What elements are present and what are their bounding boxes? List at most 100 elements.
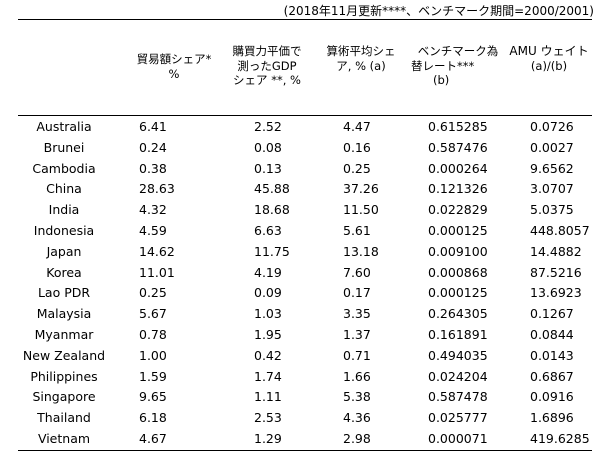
amu-weight-cell: 0.0916 [530,389,574,405]
trade-share-cell: 6.18 [139,410,167,426]
country-cell: India [48,202,80,218]
avg-share-cell: 2.98 [343,430,371,446]
avg-share-cell: 13.18 [343,243,379,259]
header-amu-weight-line2: (a)/(b) [530,58,568,73]
amu-weight-cell: 0.6867 [530,368,574,384]
country-cell: New Zealand [22,347,106,363]
table-row: Myanmar 0.78 1.95 1.37 0.161891 0.0844 [0,325,600,346]
trade-share-cell: 0.38 [139,160,167,176]
ppp-share-cell: 4.19 [254,264,282,280]
header-benchmark-rate-line2-text: 替レート*** [411,58,475,73]
trade-share-cell: 11.01 [139,264,175,280]
benchmark-rate-cell: 0.009100 [428,243,488,259]
country-cell: Myanmar [34,326,94,342]
amu-weight-cell: 5.0375 [530,202,574,218]
avg-share-cell: 0.17 [343,285,371,301]
trade-share-cell: 0.78 [139,326,167,342]
ppp-share-cell: 1.74 [254,368,282,384]
header-trade-share-line2: % [168,66,180,81]
table-row: Singapore 9.65 1.11 5.38 0.587478 0.0916 [0,387,600,408]
header-arith-avg-share-line1: 算術平均シェ [326,44,396,58]
header-ppp-gdp-share-line2: 測ったGDP [237,58,297,73]
country-cell: China [46,181,82,197]
avg-share-cell: 3.35 [343,306,371,322]
ppp-share-cell: 18.68 [254,202,290,218]
benchmark-rate-cell: 0.000071 [428,430,488,446]
country-cell: Vietnam [37,430,91,446]
trade-share-cell: 9.65 [139,389,167,405]
table-row: Thailand 6.18 2.53 4.36 0.025777 1.6896 [0,408,600,429]
header-trade-share: 貿易額シェア* % [122,52,226,81]
benchmark-rate-cell: 0.587478 [428,389,488,405]
trade-share-cell: 1.59 [139,368,167,384]
header-arith-avg-share: 算術平均シェ ア, % (a) [318,44,404,73]
amu-weight-cell: 14.4882 [530,243,582,259]
header-ppp-gdp-share: 購買力平価で 測ったGDP シェア **, % [218,44,316,88]
country-cell: Brunei [43,139,85,155]
benchmark-rate-cell: 0.000264 [428,160,488,176]
amu-weight-cell: 0.0143 [530,347,574,363]
avg-share-cell: 11.50 [343,202,379,218]
table-row: Japan 14.62 11.75 13.18 0.009100 14.4882 [0,242,600,263]
header-amu-weight: AMU ウェイト (a)/(b) [504,44,594,73]
amu-weight-cell: 87.5216 [530,264,582,280]
table-row: Brunei 0.24 0.08 0.16 0.587476 0.0027 [0,138,600,159]
header-rule [18,115,592,116]
table-row: China 28.63 45.88 37.26 0.121326 3.0707 [0,179,600,200]
header-benchmark-rate-line1: ベンチマーク為 [417,44,499,58]
header-ppp-gdp-share-line1: 購買力平価で [232,44,302,58]
ppp-share-cell: 1.95 [254,326,282,342]
country-cell: Singapore [32,389,96,405]
trade-share-cell: 4.67 [139,430,167,446]
ppp-share-cell: 0.13 [254,160,282,176]
trade-share-cell: 1.00 [139,347,167,363]
ppp-share-cell: 1.03 [254,306,282,322]
table-row: Philippines 1.59 1.74 1.66 0.024204 0.6867 [0,367,600,388]
benchmark-rate-cell: 0.161891 [428,326,488,342]
update-note: (2018年11月更新****、ベンチマーク期間=2000/2001) [283,4,594,18]
avg-share-cell: 0.25 [343,160,371,176]
header-benchmark-rate-line2-b: (b) [433,73,450,87]
country-cell: Cambodia [32,160,96,176]
header-benchmark-rate-line2: 替レート***(b) [408,59,508,88]
table-row: Lao PDR 0.25 0.09 0.17 0.000125 13.6923 [0,283,600,304]
ppp-share-cell: 0.42 [254,347,282,363]
table-row: Cambodia 0.38 0.13 0.25 0.000264 9.6562 [0,159,600,180]
amu-weight-cell: 13.6923 [530,285,582,301]
table-row: Korea 11.01 4.19 7.60 0.000868 87.5216 [0,263,600,284]
trade-share-cell: 28.63 [139,181,175,197]
benchmark-rate-cell: 0.000125 [428,222,488,238]
trade-share-cell: 4.59 [139,222,167,238]
benchmark-rate-cell: 0.024204 [428,368,488,384]
benchmark-rate-cell: 0.000125 [428,285,488,301]
avg-share-cell: 4.36 [343,410,371,426]
trade-share-cell: 6.41 [139,119,167,134]
trade-share-cell: 14.62 [139,243,175,259]
ppp-share-cell: 1.29 [254,430,282,446]
ppp-share-cell: 6.63 [254,222,282,238]
country-cell: Indonesia [33,222,95,238]
table-row: New Zealand 1.00 0.42 0.71 0.494035 0.0143 [0,346,600,367]
avg-share-cell: 5.38 [343,389,371,405]
country-cell: Lao PDR [37,285,91,301]
header-amu-weight-line1: AMU ウェイト [509,44,589,58]
table-row: Australia 6.41 2.52 4.47 0.615285 0.0726 [0,117,600,138]
ppp-share-cell: 1.11 [254,389,282,405]
benchmark-rate-cell: 0.121326 [428,181,488,197]
ppp-share-cell: 45.88 [254,181,290,197]
trade-share-cell: 5.67 [139,306,167,322]
benchmark-rate-cell: 0.587476 [428,139,488,155]
header-benchmark-rate: ベンチマーク為 替レート***(b) [408,44,508,88]
avg-share-cell: 37.26 [343,181,379,197]
header-ppp-gdp-share-line3: シェア **, % [233,73,301,87]
country-cell: Malaysia [36,306,92,322]
benchmark-rate-cell: 0.494035 [428,347,488,363]
benchmark-rate-cell: 0.025777 [428,410,488,426]
country-cell: Japan [46,243,82,259]
ppp-share-cell: 2.53 [254,410,282,426]
ppp-share-cell: 11.75 [254,243,290,259]
amu-weight-cell: 3.0707 [530,181,574,197]
country-cell: Thailand [37,410,91,426]
top-rule [18,19,592,20]
table-row: Indonesia 4.59 6.63 5.61 0.000125 448.8057 [0,221,600,242]
